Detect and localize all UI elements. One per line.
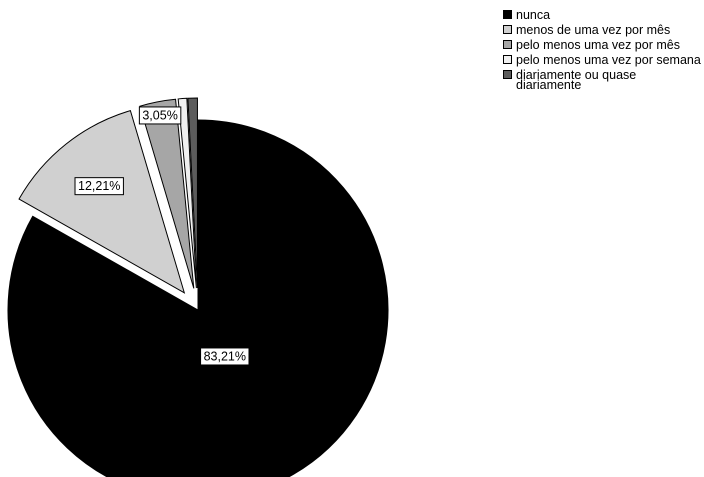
legend-item-nunca: nunca [503, 8, 703, 22]
legend-swatch-diariamente-ou-quase-diariamente [503, 70, 512, 79]
slice-label-nunca: 83,21% [200, 347, 250, 366]
legend-label-pelo-menos-uma-vez-por-semana: pelo menos uma vez por semana [516, 53, 701, 67]
pie-slice-diariamente-ou-quase-diariamente [187, 97, 198, 289]
legend-swatch-pelo-menos-uma-vez-por-mes [503, 40, 512, 49]
legend-swatch-nunca [503, 10, 512, 19]
svg-text:3,05%: 3,05% [142, 108, 177, 122]
legend-label-nunca: nunca [516, 8, 551, 22]
pie-slice-pelo-menos-uma-vez-por-semana [177, 97, 197, 289]
legend: nunca menos de uma vez por mês pelo meno… [503, 8, 703, 95]
pie-slice-pelo-menos-uma-vez-por-mes [139, 98, 195, 289]
svg-text:12,21%: 12,21% [78, 179, 120, 193]
legend-swatch-pelo-menos-uma-vez-por-semana [503, 55, 512, 64]
pie-slice-nunca [7, 119, 389, 477]
slice-label-menos-de-uma-vez-por-mes: 12,21% [74, 177, 124, 196]
slice-label-pelo-menos-uma-vez-por-mes: 3,05% [138, 106, 182, 125]
legend-item-diariamente-ou-quase-diariamente: diariamente ou quase diariamente [503, 68, 703, 92]
legend-item-menos-de-uma-vez-por-mes: menos de uma vez por mês [503, 23, 703, 37]
svg-text:83,21%: 83,21% [204, 349, 246, 363]
legend-label-menos-de-uma-vez-por-mes: menos de uma vez por mês [516, 23, 671, 37]
legend-item-pelo-menos-uma-vez-por-semana: pelo menos uma vez por semana [503, 53, 703, 67]
legend-swatch-menos-de-uma-vez-por-mes [503, 25, 512, 34]
legend-item-pelo-menos-uma-vez-por-mes: pelo menos uma vez por mês [503, 38, 703, 52]
legend-label-pelo-menos-uma-vez-por-mes: pelo menos uma vez por mês [516, 38, 680, 52]
pie-slice-menos-de-uma-vez-por-mes [18, 109, 186, 294]
legend-label-diariamente-ou-quase-diariamente: diariamente ou quase diariamente [516, 68, 637, 92]
